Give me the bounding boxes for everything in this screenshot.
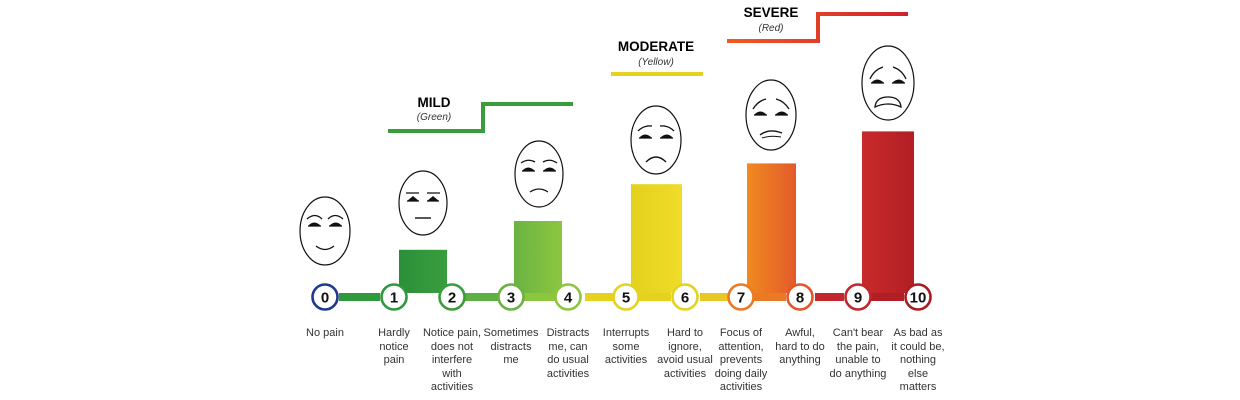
level-number-8: 8 xyxy=(796,290,804,307)
level-circle-10 xyxy=(904,283,932,311)
level-number-10: 10 xyxy=(910,290,927,307)
level-description-6: Hard to ignore, avoid usual activities xyxy=(657,327,713,380)
level-description-1: Hardly notice pain xyxy=(378,327,410,366)
level-circle-7 xyxy=(727,283,755,311)
level-circle-8 xyxy=(786,283,814,311)
level-description-5: Interrupts some activities xyxy=(602,327,650,366)
level-description-9: Can't bear the pain, unable to do anythi… xyxy=(829,327,887,380)
level-circle-4 xyxy=(554,283,582,311)
bar-level-1 xyxy=(399,249,447,293)
level-description-8: Awful, hard to do anything xyxy=(775,327,825,366)
bar-level-5 xyxy=(631,184,682,293)
level-circle-6 xyxy=(671,283,699,311)
numbered-circles: 0 1 2 3 4 5 6 7 8 9 10 xyxy=(311,283,932,311)
face-level-7-grimace-icon xyxy=(745,79,797,151)
bar-level-3 xyxy=(514,221,562,293)
mild-subtitle: (Green) xyxy=(417,112,451,123)
level-number-5: 5 xyxy=(622,290,630,307)
level-number-0: 0 xyxy=(321,290,329,307)
level-description-3: Sometimes distracts me xyxy=(483,327,539,366)
level-number-9: 9 xyxy=(854,290,862,307)
moderate-subtitle: (Yellow) xyxy=(638,57,674,68)
scale-connectors xyxy=(339,293,904,301)
level-number-4: 4 xyxy=(564,290,573,307)
level-description-2: Notice pain, does not interfere with act… xyxy=(422,327,482,393)
level-number-3: 3 xyxy=(507,290,515,307)
face-level-1-neutral-icon xyxy=(398,170,448,236)
level-circle-3 xyxy=(497,283,525,311)
level-description-7: Focus of attention, prevents doing daily… xyxy=(714,327,768,393)
bar-level-9 xyxy=(862,131,914,293)
mild-bracket-line xyxy=(388,102,573,133)
level-number-6: 6 xyxy=(681,290,689,307)
level-number-2: 2 xyxy=(448,290,456,307)
severe-subtitle: (Red) xyxy=(758,23,783,34)
level-circle-0 xyxy=(311,283,339,311)
level-circle-2 xyxy=(438,283,466,311)
face-level-3-slight-frown-icon xyxy=(514,140,564,208)
level-circle-5 xyxy=(612,283,640,311)
level-circle-9 xyxy=(844,283,872,311)
bar-level-7 xyxy=(747,163,796,293)
mild-title: MILD xyxy=(418,95,451,110)
level-number-1: 1 xyxy=(390,290,398,307)
face-level-0-happy-icon xyxy=(299,196,351,266)
level-description-4: Distracts me, can do usual activities xyxy=(546,327,590,380)
face-level-5-frown-icon xyxy=(630,105,682,175)
level-description-10: As bad as it could be, nothing else matt… xyxy=(891,327,945,393)
severe-title: SEVERE xyxy=(744,5,799,20)
level-number-7: 7 xyxy=(737,290,745,307)
level-circle-1 xyxy=(380,283,408,311)
level-description-0: No pain xyxy=(306,327,344,339)
moderate-title: MODERATE xyxy=(618,39,694,54)
face-level-9-crying-icon xyxy=(861,45,915,121)
severe-bracket-line xyxy=(727,12,908,43)
